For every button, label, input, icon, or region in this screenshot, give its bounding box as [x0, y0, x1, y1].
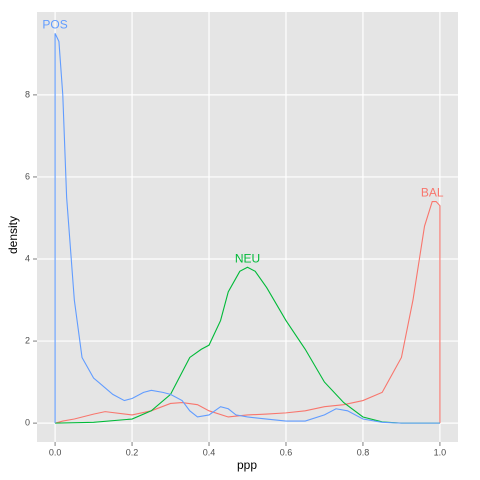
series-label: NEU — [235, 251, 260, 265]
series-label: POS — [42, 18, 67, 32]
x-tick-label: 0.2 — [126, 447, 139, 457]
y-axis-title: density — [6, 216, 20, 254]
y-tick-label: 2 — [25, 335, 30, 345]
x-tick-label: 1.0 — [434, 447, 447, 457]
series-label: BAL — [421, 186, 444, 200]
x-tick-label: 0.6 — [280, 447, 293, 457]
plot-panel — [37, 12, 458, 442]
y-tick-label: 6 — [25, 171, 30, 181]
x-tick-label: 0.4 — [203, 447, 216, 457]
y-tick-label: 8 — [25, 89, 30, 99]
density-line — [54, 201, 441, 424]
x-tick-label: 0.0 — [49, 447, 62, 457]
x-tick-label: 0.8 — [357, 447, 370, 457]
x-axis-title: ppp — [237, 458, 257, 472]
density-line — [55, 266, 440, 424]
density-line — [54, 33, 440, 424]
y-tick-label: 0 — [25, 418, 30, 428]
y-tick-label: 4 — [25, 253, 30, 263]
